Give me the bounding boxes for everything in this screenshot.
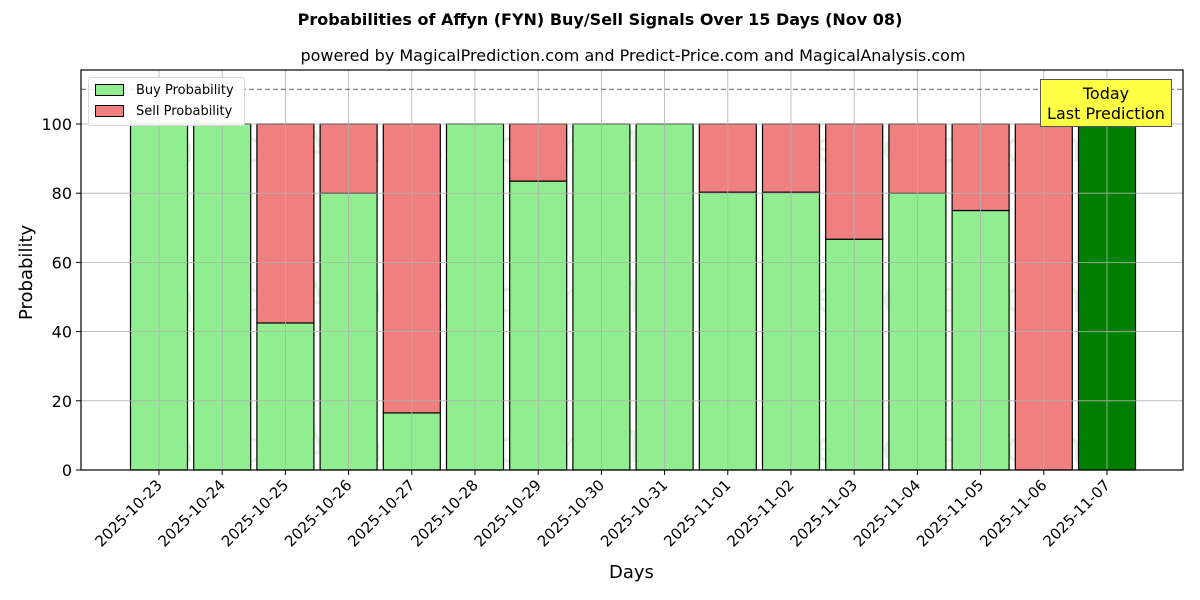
x-tick-label: 2025-10-30	[534, 476, 608, 550]
legend-item-buy: Buy Probability	[95, 82, 234, 98]
gridlines	[81, 70, 1183, 471]
today-line2: Last Prediction	[1047, 104, 1165, 123]
today-line1: Today	[1082, 84, 1130, 103]
x-tick-label: 2025-11-06	[976, 476, 1050, 550]
legend: Buy Probability Sell Probability	[88, 77, 245, 126]
y-tick-label: 100	[41, 115, 72, 134]
x-tick-label: 2025-10-28	[407, 476, 481, 550]
chart-subtitle: powered by MagicalPrediction.com and Pre…	[300, 46, 966, 65]
x-tick-label: 2025-10-25	[218, 476, 292, 550]
x-tick-label: 2025-11-05	[913, 476, 987, 550]
x-tick-label: 2025-11-04	[850, 476, 924, 550]
buy-swatch-icon	[95, 84, 124, 96]
x-tick-label: 2025-10-23	[91, 476, 165, 550]
x-axis-ticks: 2025-10-232025-10-242025-10-252025-10-26…	[91, 470, 1114, 550]
x-tick-label: 2025-11-02	[723, 476, 797, 550]
x-tick-label: 2025-11-01	[660, 476, 734, 550]
y-tick-label: 60	[52, 253, 72, 272]
plot-frame	[80, 69, 1184, 471]
today-annotation: Today Last Prediction	[1040, 79, 1172, 127]
sell-swatch-icon	[95, 105, 124, 117]
x-tick-label: 2025-11-03	[787, 476, 861, 550]
x-tick-label: 2025-10-26	[281, 476, 355, 550]
legend-item-sell: Sell Probability	[95, 103, 232, 119]
y-axis-label: Probability	[16, 224, 37, 320]
y-tick-label: 0	[62, 461, 72, 480]
y-tick-label: 80	[52, 184, 72, 203]
legend-buy-label: Buy Probability	[136, 82, 234, 98]
y-axis-ticks: 0 20 40 60 80 100	[41, 115, 81, 480]
y-tick-label: 20	[52, 392, 72, 411]
x-tick-label: 2025-11-07	[1039, 476, 1113, 550]
x-tick-label: 2025-10-29	[471, 476, 545, 550]
x-tick-label: 2025-10-24	[155, 476, 229, 550]
x-tick-label: 2025-10-31	[597, 476, 671, 550]
y-tick-label: 40	[52, 323, 72, 342]
chart-title: Probabilities of Affyn (FYN) Buy/Sell Si…	[297, 10, 903, 29]
x-tick-label: 2025-10-27	[344, 476, 418, 550]
legend-sell-label: Sell Probability	[136, 103, 233, 119]
x-axis-label: Days	[609, 562, 654, 583]
